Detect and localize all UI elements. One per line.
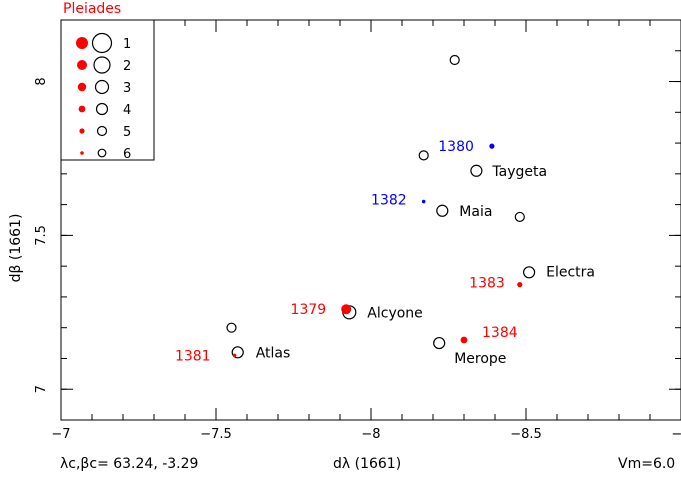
chart-title: Pleiades xyxy=(63,1,121,17)
legend-open-circle xyxy=(97,148,107,158)
star-name-label: Atlas xyxy=(256,345,291,361)
legend-open-circle xyxy=(93,56,111,74)
legend-open-circle xyxy=(91,32,113,54)
legend-label: 1 xyxy=(123,37,131,52)
reference-star xyxy=(231,346,244,359)
legend-filled-dot xyxy=(77,82,87,92)
footer-left: λc,βc= 63.24, -3.29 xyxy=(60,456,198,472)
x-tick-label: −7 xyxy=(51,427,70,442)
y-axis-label: dβ (1661) xyxy=(8,214,24,283)
legend-label: 6 xyxy=(123,147,131,162)
catalog-star-dot xyxy=(341,304,352,315)
ticks-layer: −7 −7.5 −8 −8.5 −9 7 7.5 8 xyxy=(34,19,681,442)
catalog-number-label: 1380 xyxy=(438,139,474,155)
catalog-star-dot xyxy=(232,353,237,358)
legend-label: 2 xyxy=(123,59,131,74)
x-tick-label: −8.5 xyxy=(510,427,542,442)
legend-open-circle xyxy=(95,102,109,116)
marks-layer: Alcyone Atlas Electra Maia Taygeta Merope 1379… xyxy=(175,54,595,367)
catalog-number-label: 1381 xyxy=(175,348,211,364)
reference-star xyxy=(522,266,536,279)
reference-star xyxy=(436,204,449,217)
catalog-star-dot xyxy=(421,199,426,204)
legend-label: 5 xyxy=(123,125,131,140)
catalog-number-label: 1382 xyxy=(371,193,407,209)
reference-star xyxy=(418,150,429,161)
legend-filled-dot xyxy=(78,105,86,113)
x-axis-label: dλ (1661) xyxy=(333,456,401,472)
y-tick-label: 8 xyxy=(34,77,49,85)
reference-star xyxy=(433,336,446,350)
reference-star xyxy=(226,322,237,333)
reference-star xyxy=(449,54,460,66)
legend-open-circle xyxy=(96,125,108,137)
legend-label: 3 xyxy=(123,81,131,96)
legend-filled-dot xyxy=(80,151,84,155)
catalog-number-label: 1379 xyxy=(291,302,327,318)
catalog-number-label: 1384 xyxy=(482,325,518,341)
legend-filled-dot xyxy=(79,128,85,134)
catalog-star-dot xyxy=(517,282,523,288)
catalog-star-dot xyxy=(489,143,495,149)
legend-label: 4 xyxy=(123,103,131,118)
reference-star xyxy=(470,164,483,177)
x-tick-label: −9 xyxy=(671,427,681,442)
catalog-number-label: 1383 xyxy=(469,276,505,292)
star-name-label: Alcyone xyxy=(367,305,423,321)
catalog-star-dot xyxy=(460,336,468,344)
reference-star xyxy=(514,211,525,223)
x-tick-label: −7.5 xyxy=(200,427,232,442)
legend-open-circle xyxy=(94,79,110,95)
x-tick-label: −8 xyxy=(361,427,380,442)
y-tick-label: 7.5 xyxy=(34,225,49,246)
star-name-label: Electra xyxy=(546,264,595,280)
legend-filled-dot xyxy=(76,37,88,49)
legend-filled-dot xyxy=(77,60,87,70)
star-name-label: Maia xyxy=(459,204,492,220)
legend: 1 2 3 4 5 6 xyxy=(60,19,155,162)
y-tick-label: 7 xyxy=(34,385,49,393)
footer-right: Vm=6.0 xyxy=(618,456,675,472)
star-name-label: Taygeta xyxy=(491,164,547,180)
star-name-label: Merope xyxy=(454,351,506,367)
